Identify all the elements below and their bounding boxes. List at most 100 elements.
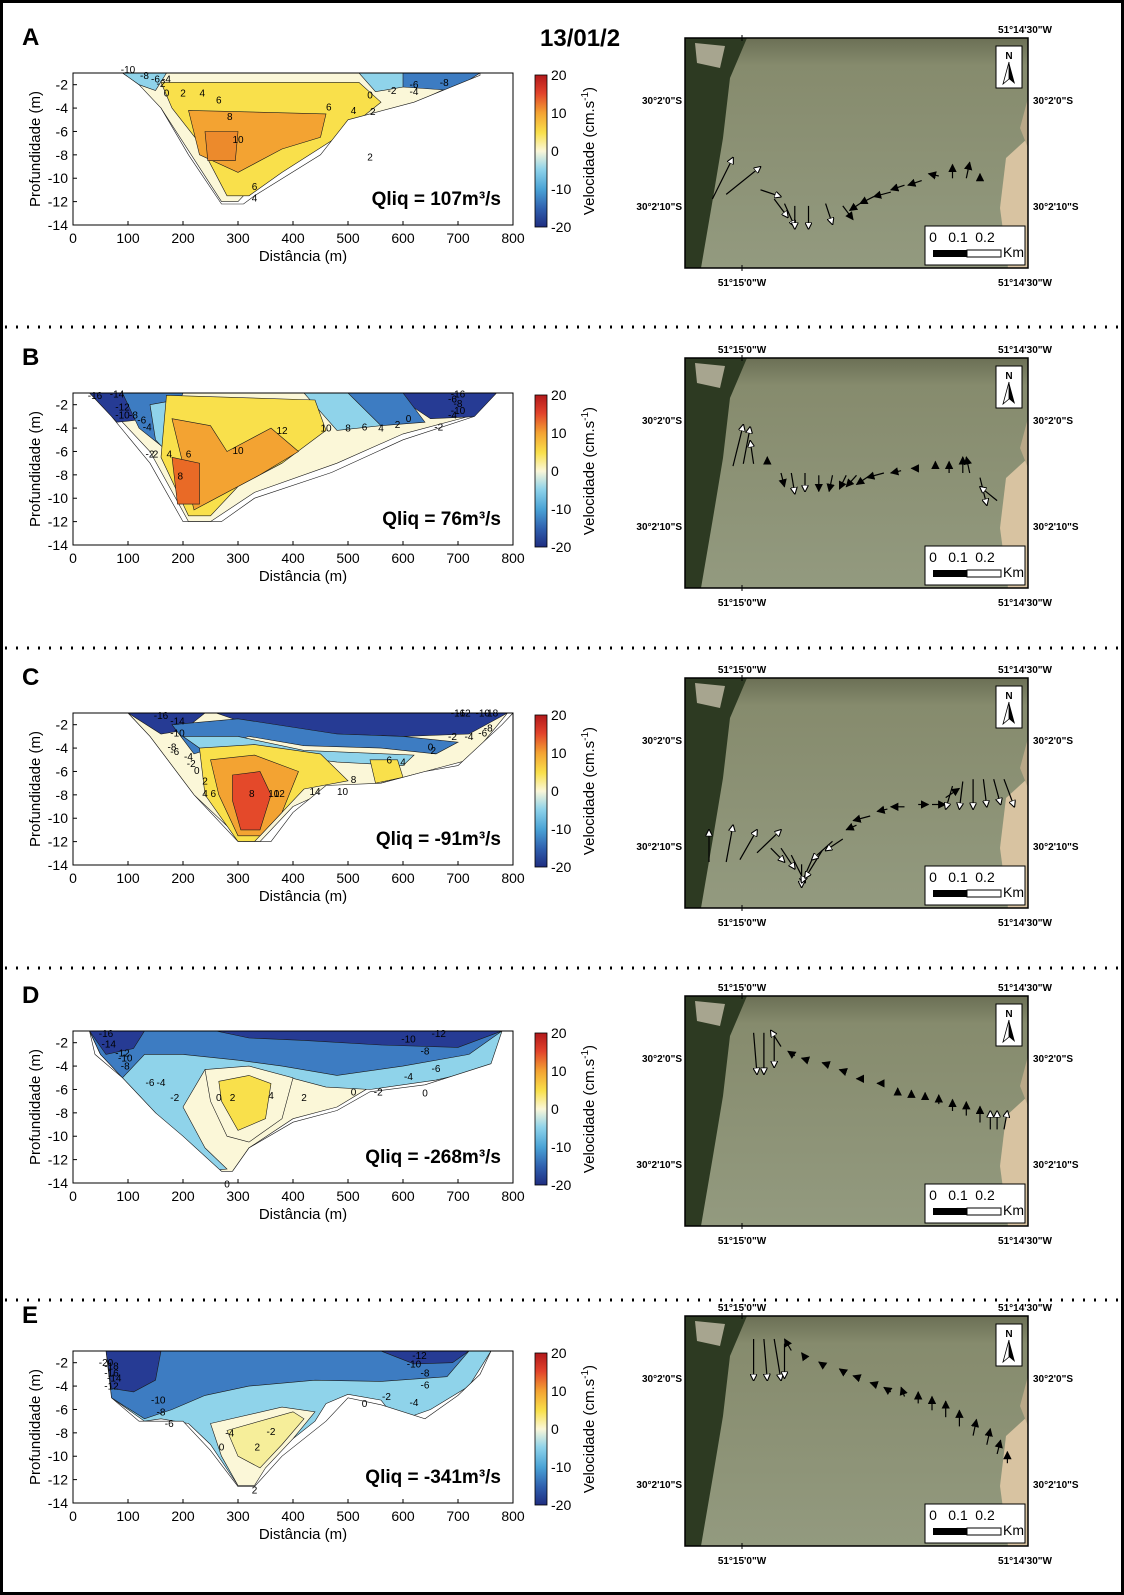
lon-label-bottom-right: 51°14'30"W — [998, 598, 1052, 609]
contour-label: -10 — [451, 406, 466, 417]
contour-label: 0 — [224, 1180, 230, 1191]
map-shore-west — [685, 358, 747, 588]
current-arrow — [1003, 778, 1014, 807]
y-axis-label: Profundidade (m) — [27, 1369, 44, 1485]
colorbar-tick: -20 — [551, 539, 571, 555]
contour-label: 0 — [216, 1093, 222, 1104]
x-tick-label: 100 — [116, 870, 140, 886]
current-arrow — [838, 1068, 848, 1077]
colorbar-tick: 10 — [551, 425, 567, 441]
panel-e: E-20-18-16-14-12-10-8-6-4 -20 20-2-4-6-8-1… — [22, 1302, 1079, 1567]
colorbar-tick: 10 — [551, 1063, 567, 1079]
y-tick-label: -8 — [56, 1105, 69, 1121]
y-tick-label: -2 — [56, 717, 69, 733]
contour-label: -10 — [115, 411, 130, 422]
lon-label-top-right: 51°14'30"W — [998, 665, 1052, 676]
contour-label: -14 — [102, 1039, 117, 1050]
x-tick-label: 600 — [391, 1188, 415, 1204]
y-tick-label: -4 — [56, 100, 69, 116]
contour-label: -2 — [157, 79, 166, 90]
contour-label: -12 — [115, 1049, 130, 1060]
y-tick-label: -12 — [48, 514, 68, 530]
y-tick-label: -10 — [48, 1448, 68, 1464]
lat-label-left-bottom: 30°2'10"S — [636, 522, 682, 533]
colorbar-tick: 10 — [551, 745, 567, 761]
contour-label: -2 — [448, 732, 457, 743]
x-tick-label: 500 — [336, 870, 360, 886]
scale-tick: 0.1 — [948, 869, 968, 885]
scale-unit: Km — [1003, 1522, 1024, 1538]
velocity-band — [218, 1075, 272, 1131]
contour-label: -14 — [170, 717, 185, 728]
x-tick-label: 400 — [281, 550, 305, 566]
contour-label: 12 — [276, 426, 288, 437]
current-arrow — [783, 1338, 792, 1351]
current-arrow — [826, 475, 835, 493]
current-arrow — [732, 425, 743, 467]
section-outline — [89, 1030, 503, 1172]
colorbar-tick: -20 — [551, 1177, 571, 1193]
y-tick-label: -14 — [48, 1175, 68, 1191]
contour-label: -16 — [104, 1369, 119, 1380]
colorbar-tick: -20 — [551, 859, 571, 875]
contour-label: 2 — [202, 776, 208, 787]
velocity-field — [128, 713, 509, 842]
current-arrow — [859, 196, 874, 205]
y-tick-label: -2 — [56, 1355, 69, 1371]
north-label: N — [1005, 1009, 1012, 1020]
x-tick-label: 300 — [226, 1508, 250, 1524]
current-arrow — [983, 779, 986, 807]
contour-label: -2 — [187, 759, 196, 770]
contour-label: 4 — [202, 789, 208, 800]
y-tick-label: -2 — [56, 1035, 69, 1051]
current-arrow — [825, 203, 833, 225]
lon-label-top-right: 51°14'30"W — [998, 345, 1052, 356]
lon-label-top-left: 51°15'0"W — [718, 1303, 767, 1314]
north-label: N — [1005, 371, 1012, 382]
velocity-band — [171, 456, 200, 505]
satellite-map: 51°15'0"W 51°14'30"W 51°15'0"W 51°14'30"W 30… — [636, 665, 1079, 929]
x-tick-label: 0 — [69, 550, 77, 566]
current-arrow — [742, 427, 750, 464]
y-axis-label: Profundidade (m) — [27, 91, 44, 207]
north-arrow-icon-half — [1002, 381, 1010, 406]
qliq-label: Qliq = 76m³/s — [382, 509, 501, 530]
colorbar-label-main: Velocidade (cm.s — [581, 1379, 598, 1493]
satellite-map: 51°15'0"W 51°14'30"W 51°14'30"W 30°2'0"S 30°… — [636, 25, 1079, 289]
colorbar-label: Velocidade (cm.s-1) — [580, 727, 598, 855]
lat-label-right-bottom: 30°2'10"S — [1033, 1160, 1079, 1171]
contour-label: 2 — [301, 1093, 307, 1104]
scale-tick: 0.1 — [948, 1507, 968, 1523]
x-tick-label: 100 — [116, 1508, 140, 1524]
contour-label: -14 — [110, 390, 125, 401]
contour-label: -18 — [104, 1362, 119, 1373]
colorbar-label-close: ) — [581, 407, 598, 412]
lat-label-left-top: 30°2'0"S — [642, 96, 682, 107]
x-tick-label: 800 — [501, 230, 525, 246]
north-label: N — [1005, 1329, 1012, 1340]
scale-unit: Km — [1003, 564, 1024, 580]
contour-label: -8 — [140, 71, 149, 82]
north-arrow-icon-half — [1002, 701, 1010, 726]
x-tick-label: 700 — [446, 550, 470, 566]
lon-label-bottom-left: 51°15'0"W — [718, 918, 767, 929]
north-arrow-icon — [1009, 1340, 1015, 1362]
y-tick-label: -6 — [56, 1401, 69, 1417]
section-outline — [127, 712, 514, 842]
map-frame — [684, 995, 1029, 1227]
scale-tick: 0.2 — [975, 229, 995, 245]
y-tick-label: -2 — [56, 397, 69, 413]
contour-label: -2 — [434, 422, 443, 433]
north-arrow-icon-half — [1002, 1339, 1010, 1364]
contour-label: 6 — [326, 102, 332, 113]
x-tick-label: 500 — [336, 230, 360, 246]
north-arrow-icon-half — [1002, 1019, 1010, 1044]
contour-plot: -20-18-16-14-12-10-8-6-4 -20 20-2-4-6-8-10… — [27, 1350, 525, 1543]
y-tick-label: -6 — [56, 763, 69, 779]
colorbar-scale — [534, 1032, 548, 1186]
contour-label: 4 — [351, 106, 357, 117]
contour-label: 0 — [219, 1442, 225, 1453]
y-tick-label: -14 — [48, 1495, 68, 1511]
current-arrow — [899, 1386, 908, 1397]
lat-label-right-bottom: 30°2'10"S — [1033, 522, 1079, 533]
